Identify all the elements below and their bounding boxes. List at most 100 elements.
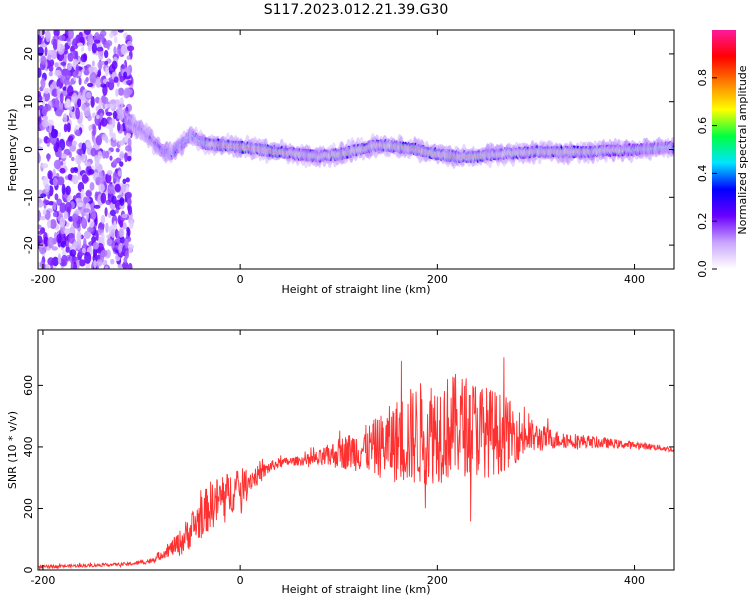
noise-blob	[38, 137, 42, 144]
noise-blob	[57, 253, 61, 265]
noise-blob	[70, 261, 75, 269]
y-tick-label: 400	[22, 436, 35, 457]
noise-blob	[49, 59, 55, 67]
noise-blob	[57, 176, 65, 186]
noise-blob	[81, 151, 86, 163]
noise-blob	[85, 140, 92, 149]
noise-blob	[75, 154, 82, 165]
noise-blob	[77, 42, 83, 47]
x-tick-label: 200	[427, 273, 448, 286]
noise-blob	[97, 60, 103, 70]
noise-blob	[95, 76, 102, 88]
y-tick-label: 0	[22, 567, 35, 574]
noise-blob	[91, 112, 96, 119]
noise-blob	[119, 220, 124, 228]
noise-blob	[100, 192, 107, 204]
noise-blob	[71, 38, 79, 50]
noise-blob	[120, 44, 128, 56]
noise-blob	[125, 184, 130, 194]
page-title: S117.2023.012.21.39.G30	[264, 2, 449, 18]
noise-blob	[111, 116, 116, 129]
colorbar-ticks: 0.00.20.40.60.8	[696, 69, 717, 278]
noise-blob	[47, 170, 53, 180]
noise-blob	[87, 114, 92, 122]
noise-blob	[79, 36, 85, 43]
noise-blob	[59, 167, 66, 174]
noise-blob	[54, 62, 59, 68]
noise-blob	[111, 195, 117, 205]
noise-blob	[38, 35, 42, 45]
noise-blob	[114, 183, 121, 193]
noise-blob	[52, 168, 56, 178]
noise-blob	[117, 30, 124, 33]
noise-blob	[105, 172, 112, 184]
noise-blob	[66, 98, 72, 109]
noise-blob	[41, 106, 48, 117]
noise-blob	[66, 122, 71, 133]
noise-blob	[100, 232, 105, 243]
noise-blob	[42, 199, 50, 204]
noise-blob	[60, 224, 66, 235]
noise-blob	[59, 216, 66, 228]
noise-blob	[115, 88, 119, 97]
y-tick-label: 0	[22, 146, 35, 153]
x-tick-label: 200	[427, 574, 448, 587]
noise-blob	[95, 114, 100, 120]
noise-blob	[65, 246, 70, 253]
noise-blob	[83, 30, 91, 36]
noise-blob	[110, 258, 115, 265]
noise-blob	[66, 240, 70, 248]
noise-blob	[59, 103, 64, 110]
noise-blob	[87, 44, 92, 52]
noise-blob	[91, 42, 97, 54]
noise-blob	[111, 60, 118, 70]
noise-blob	[126, 45, 135, 52]
noise-blob	[107, 184, 115, 195]
noise-blob	[87, 33, 94, 46]
noise-blob	[54, 69, 62, 77]
colorbar-gradient	[712, 30, 736, 269]
noise-blob	[40, 55, 47, 66]
colorbar-tick-label: 0.6	[696, 117, 709, 135]
noise-blob	[67, 30, 74, 39]
noise-blob	[105, 136, 109, 144]
noise-blob	[87, 168, 95, 175]
y-tick-label: -20	[22, 236, 35, 254]
noise-blob	[68, 232, 75, 244]
noise-blob	[58, 35, 66, 41]
noise-blob	[120, 184, 127, 193]
noise-blob	[112, 132, 116, 141]
colorbar-tick-label: 0.4	[696, 165, 709, 183]
noise-blob	[42, 114, 49, 122]
noise-blob	[102, 96, 109, 105]
noise-blob	[127, 197, 132, 207]
noise-blob	[38, 94, 43, 103]
noise-blob	[101, 176, 105, 185]
colorbar-label: Normalized spectral amplitude	[736, 65, 749, 234]
noise-blob	[75, 107, 81, 120]
spectrogram-x-ticks: -200 0 200 400	[30, 30, 645, 286]
noise-blob	[61, 249, 67, 256]
noise-blob	[38, 114, 42, 125]
x-tick-label: 0	[237, 273, 244, 286]
noise-blob	[66, 196, 71, 202]
noise-blob	[64, 201, 72, 214]
noise-blob	[38, 243, 46, 249]
noise-blob	[57, 131, 62, 138]
noise-blob	[123, 135, 130, 143]
noise-blob	[80, 46, 85, 52]
noise-blob	[52, 201, 57, 211]
noise-blob	[104, 207, 108, 217]
noise-blob	[47, 257, 55, 266]
noise-blob	[59, 92, 64, 104]
noise-blob	[42, 119, 49, 128]
noise-blob	[63, 123, 68, 133]
snr-x-label: Height of straight line (km)	[281, 583, 430, 596]
noise-blob	[44, 184, 51, 193]
noise-blob	[98, 221, 105, 230]
noise-blob	[82, 217, 86, 226]
noise-blob	[65, 70, 71, 81]
noise-blob	[102, 259, 108, 266]
noise-blob	[95, 176, 102, 186]
noise-blob	[123, 256, 128, 264]
